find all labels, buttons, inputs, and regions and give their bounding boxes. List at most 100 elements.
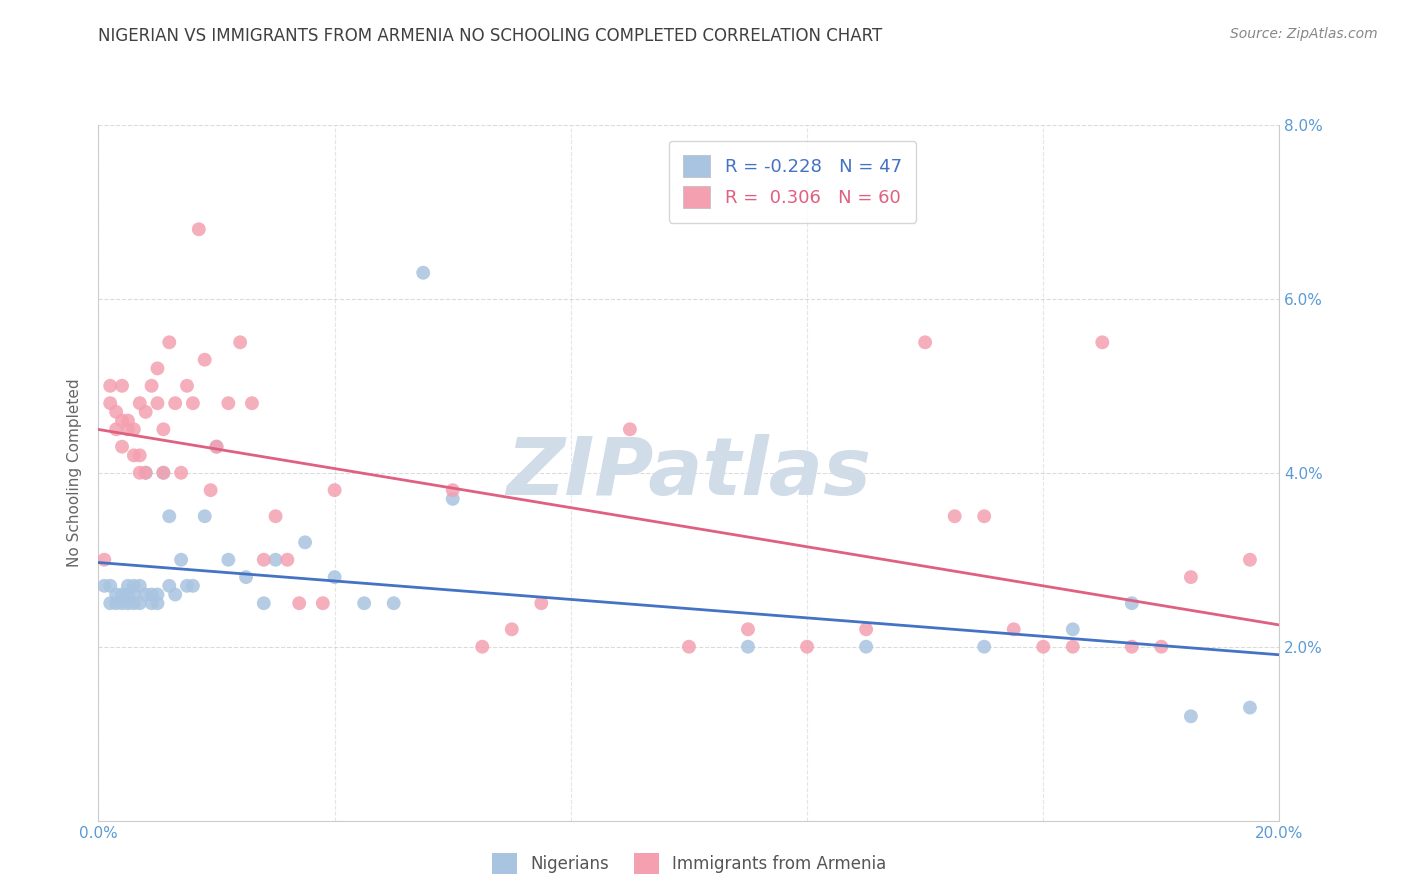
Point [1121, 640, 1143, 654]
Point [146, 361, 169, 376]
Point [181, 579, 204, 593]
Point [619, 422, 641, 436]
Point [205, 440, 228, 454]
Point [323, 570, 346, 584]
Point [93, 552, 115, 567]
Y-axis label: No Schooling Completed: No Schooling Completed [67, 378, 83, 567]
Point [122, 579, 145, 593]
Point [122, 588, 145, 602]
Point [111, 596, 134, 610]
Point [152, 466, 174, 480]
Point [152, 466, 174, 480]
Point [135, 466, 157, 480]
Point [276, 552, 298, 567]
Point [170, 552, 193, 567]
Point [122, 448, 145, 462]
Point [1121, 596, 1143, 610]
Point [1180, 570, 1202, 584]
Point [165, 588, 187, 602]
Point [181, 396, 204, 410]
Point [471, 640, 494, 654]
Point [441, 491, 464, 506]
Point [141, 378, 163, 392]
Point [973, 640, 995, 654]
Point [194, 509, 217, 524]
Point [1239, 552, 1261, 567]
Point [128, 579, 150, 593]
Point [1091, 335, 1114, 350]
Text: Source: ZipAtlas.com: Source: ZipAtlas.com [1230, 27, 1378, 41]
Text: NIGERIAN VS IMMIGRANTS FROM ARMENIA NO SCHOOLING COMPLETED CORRELATION CHART: NIGERIAN VS IMMIGRANTS FROM ARMENIA NO S… [98, 27, 883, 45]
Point [323, 483, 346, 498]
Point [146, 596, 169, 610]
Point [200, 483, 222, 498]
Point [128, 596, 150, 610]
Point [111, 414, 134, 428]
Point [353, 596, 375, 610]
Point [105, 422, 128, 436]
Point [217, 396, 239, 410]
Point [128, 448, 150, 462]
Point [943, 509, 966, 524]
Point [1002, 623, 1025, 637]
Point [157, 579, 180, 593]
Point [165, 396, 187, 410]
Point [170, 466, 193, 480]
Point [737, 623, 759, 637]
Point [205, 440, 228, 454]
Point [117, 588, 139, 602]
Point [111, 588, 134, 602]
Point [217, 552, 239, 567]
Point [194, 352, 217, 367]
Point [135, 466, 157, 480]
Legend: Nigerians, Immigrants from Armenia: Nigerians, Immigrants from Armenia [484, 845, 894, 882]
Point [1032, 640, 1054, 654]
Point [176, 579, 198, 593]
Point [973, 509, 995, 524]
Point [111, 378, 134, 392]
Point [1180, 709, 1202, 723]
Text: ZIPatlas: ZIPatlas [506, 434, 872, 512]
Point [117, 596, 139, 610]
Point [1150, 640, 1173, 654]
Point [122, 422, 145, 436]
Point [141, 596, 163, 610]
Point [128, 466, 150, 480]
Point [98, 596, 121, 610]
Point [855, 623, 877, 637]
Point [530, 596, 553, 610]
Point [146, 588, 169, 602]
Point [264, 552, 287, 567]
Point [128, 396, 150, 410]
Point [501, 623, 523, 637]
Point [382, 596, 405, 610]
Point [737, 640, 759, 654]
Point [253, 552, 276, 567]
Point [157, 509, 180, 524]
Point [240, 396, 263, 410]
Point [98, 378, 121, 392]
Point [98, 579, 121, 593]
Point [176, 378, 198, 392]
Point [135, 405, 157, 419]
Point [796, 640, 818, 654]
Point [312, 596, 335, 610]
Point [855, 640, 877, 654]
Point [678, 640, 700, 654]
Point [187, 222, 209, 236]
Point [105, 588, 128, 602]
Point [122, 596, 145, 610]
Point [93, 579, 115, 593]
Point [117, 422, 139, 436]
Point [141, 588, 163, 602]
Point [264, 509, 287, 524]
Point [1062, 623, 1084, 637]
Point [294, 535, 316, 549]
Point [117, 579, 139, 593]
Point [117, 414, 139, 428]
Point [146, 396, 169, 410]
Point [229, 335, 252, 350]
Point [235, 570, 257, 584]
Point [441, 483, 464, 498]
Point [98, 396, 121, 410]
